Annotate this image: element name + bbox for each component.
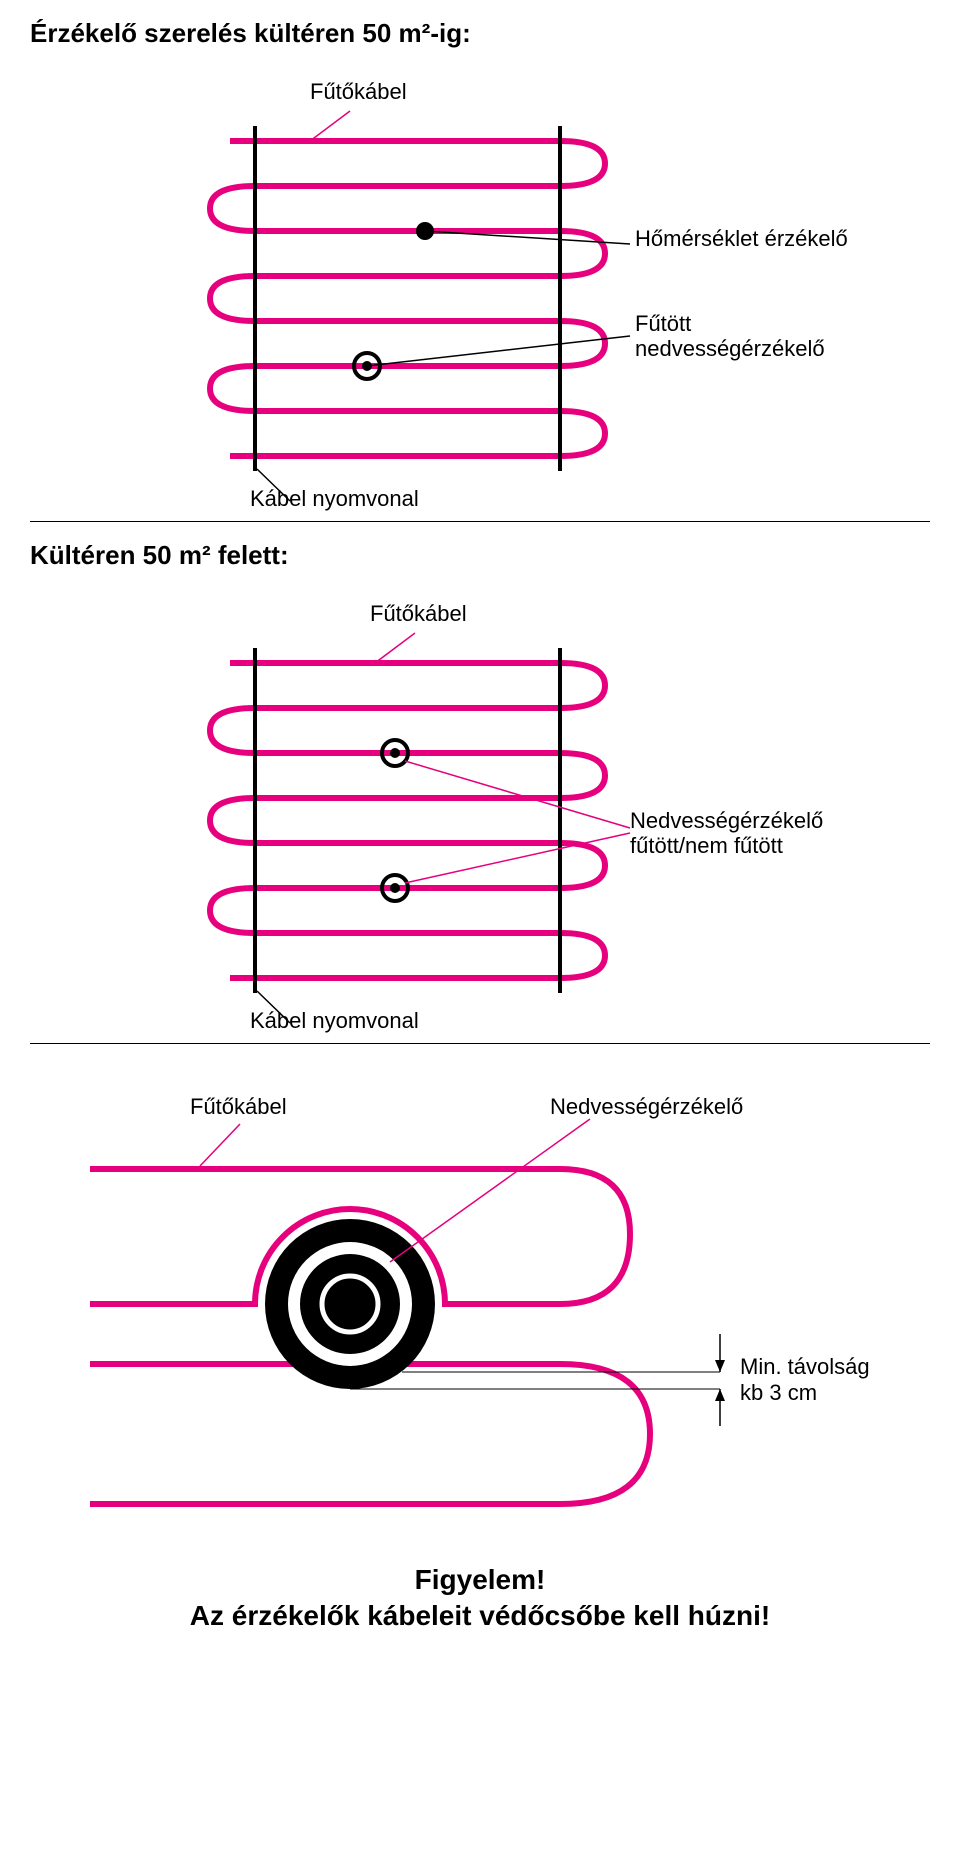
fig3-mindist-l2: kb 3 cm: [740, 1380, 817, 1406]
footer-warn2: Az érzékelők kábeleit védőcsőbe kell húz…: [30, 1600, 930, 1632]
fig3-heating-cable-label: Fűtőkábel: [190, 1094, 287, 1120]
fig1-cable-route-label: Kábel nyomvonal: [250, 486, 419, 512]
section2-title: Kültéren 50 m² felett:: [30, 540, 930, 571]
fig2-moist-l1: Nedvességérzékelő: [630, 808, 823, 834]
figure-1: Fűtőkábel Hőmérséklet érzékelő Fűtött ne…: [30, 61, 930, 521]
fig1-moist-l2: nedvességérzékelő: [635, 336, 825, 362]
fig1-temp-sensor-label: Hőmérséklet érzékelő: [635, 226, 848, 252]
footer-warn: Figyelem!: [30, 1564, 930, 1596]
figure-3: Fűtőkábel Nedvességérzékelő Min. távolsá…: [30, 1044, 930, 1524]
fig2-cable-route-label: Kábel nyomvonal: [250, 1008, 419, 1034]
fig3-mindist-l1: Min. távolság: [740, 1354, 870, 1380]
fig3-moist-label: Nedvességérzékelő: [550, 1094, 743, 1120]
section1-title: Érzékelő szerelés kültéren 50 m²-ig:: [30, 18, 930, 49]
fig2-moist-l2: fűtött/nem fűtött: [630, 833, 783, 859]
separator-1: [30, 521, 930, 522]
footer: Figyelem! Az érzékelők kábeleit védőcsőb…: [30, 1564, 930, 1632]
fig1-moist-l1: Fűtött: [635, 311, 691, 337]
fig2-heating-cable-label: Fűtőkábel: [370, 601, 467, 627]
fig1-heating-cable-label: Fűtőkábel: [310, 79, 407, 105]
figure-2: Fűtőkábel Nedvességérzékelő fűtött/nem f…: [30, 583, 930, 1043]
